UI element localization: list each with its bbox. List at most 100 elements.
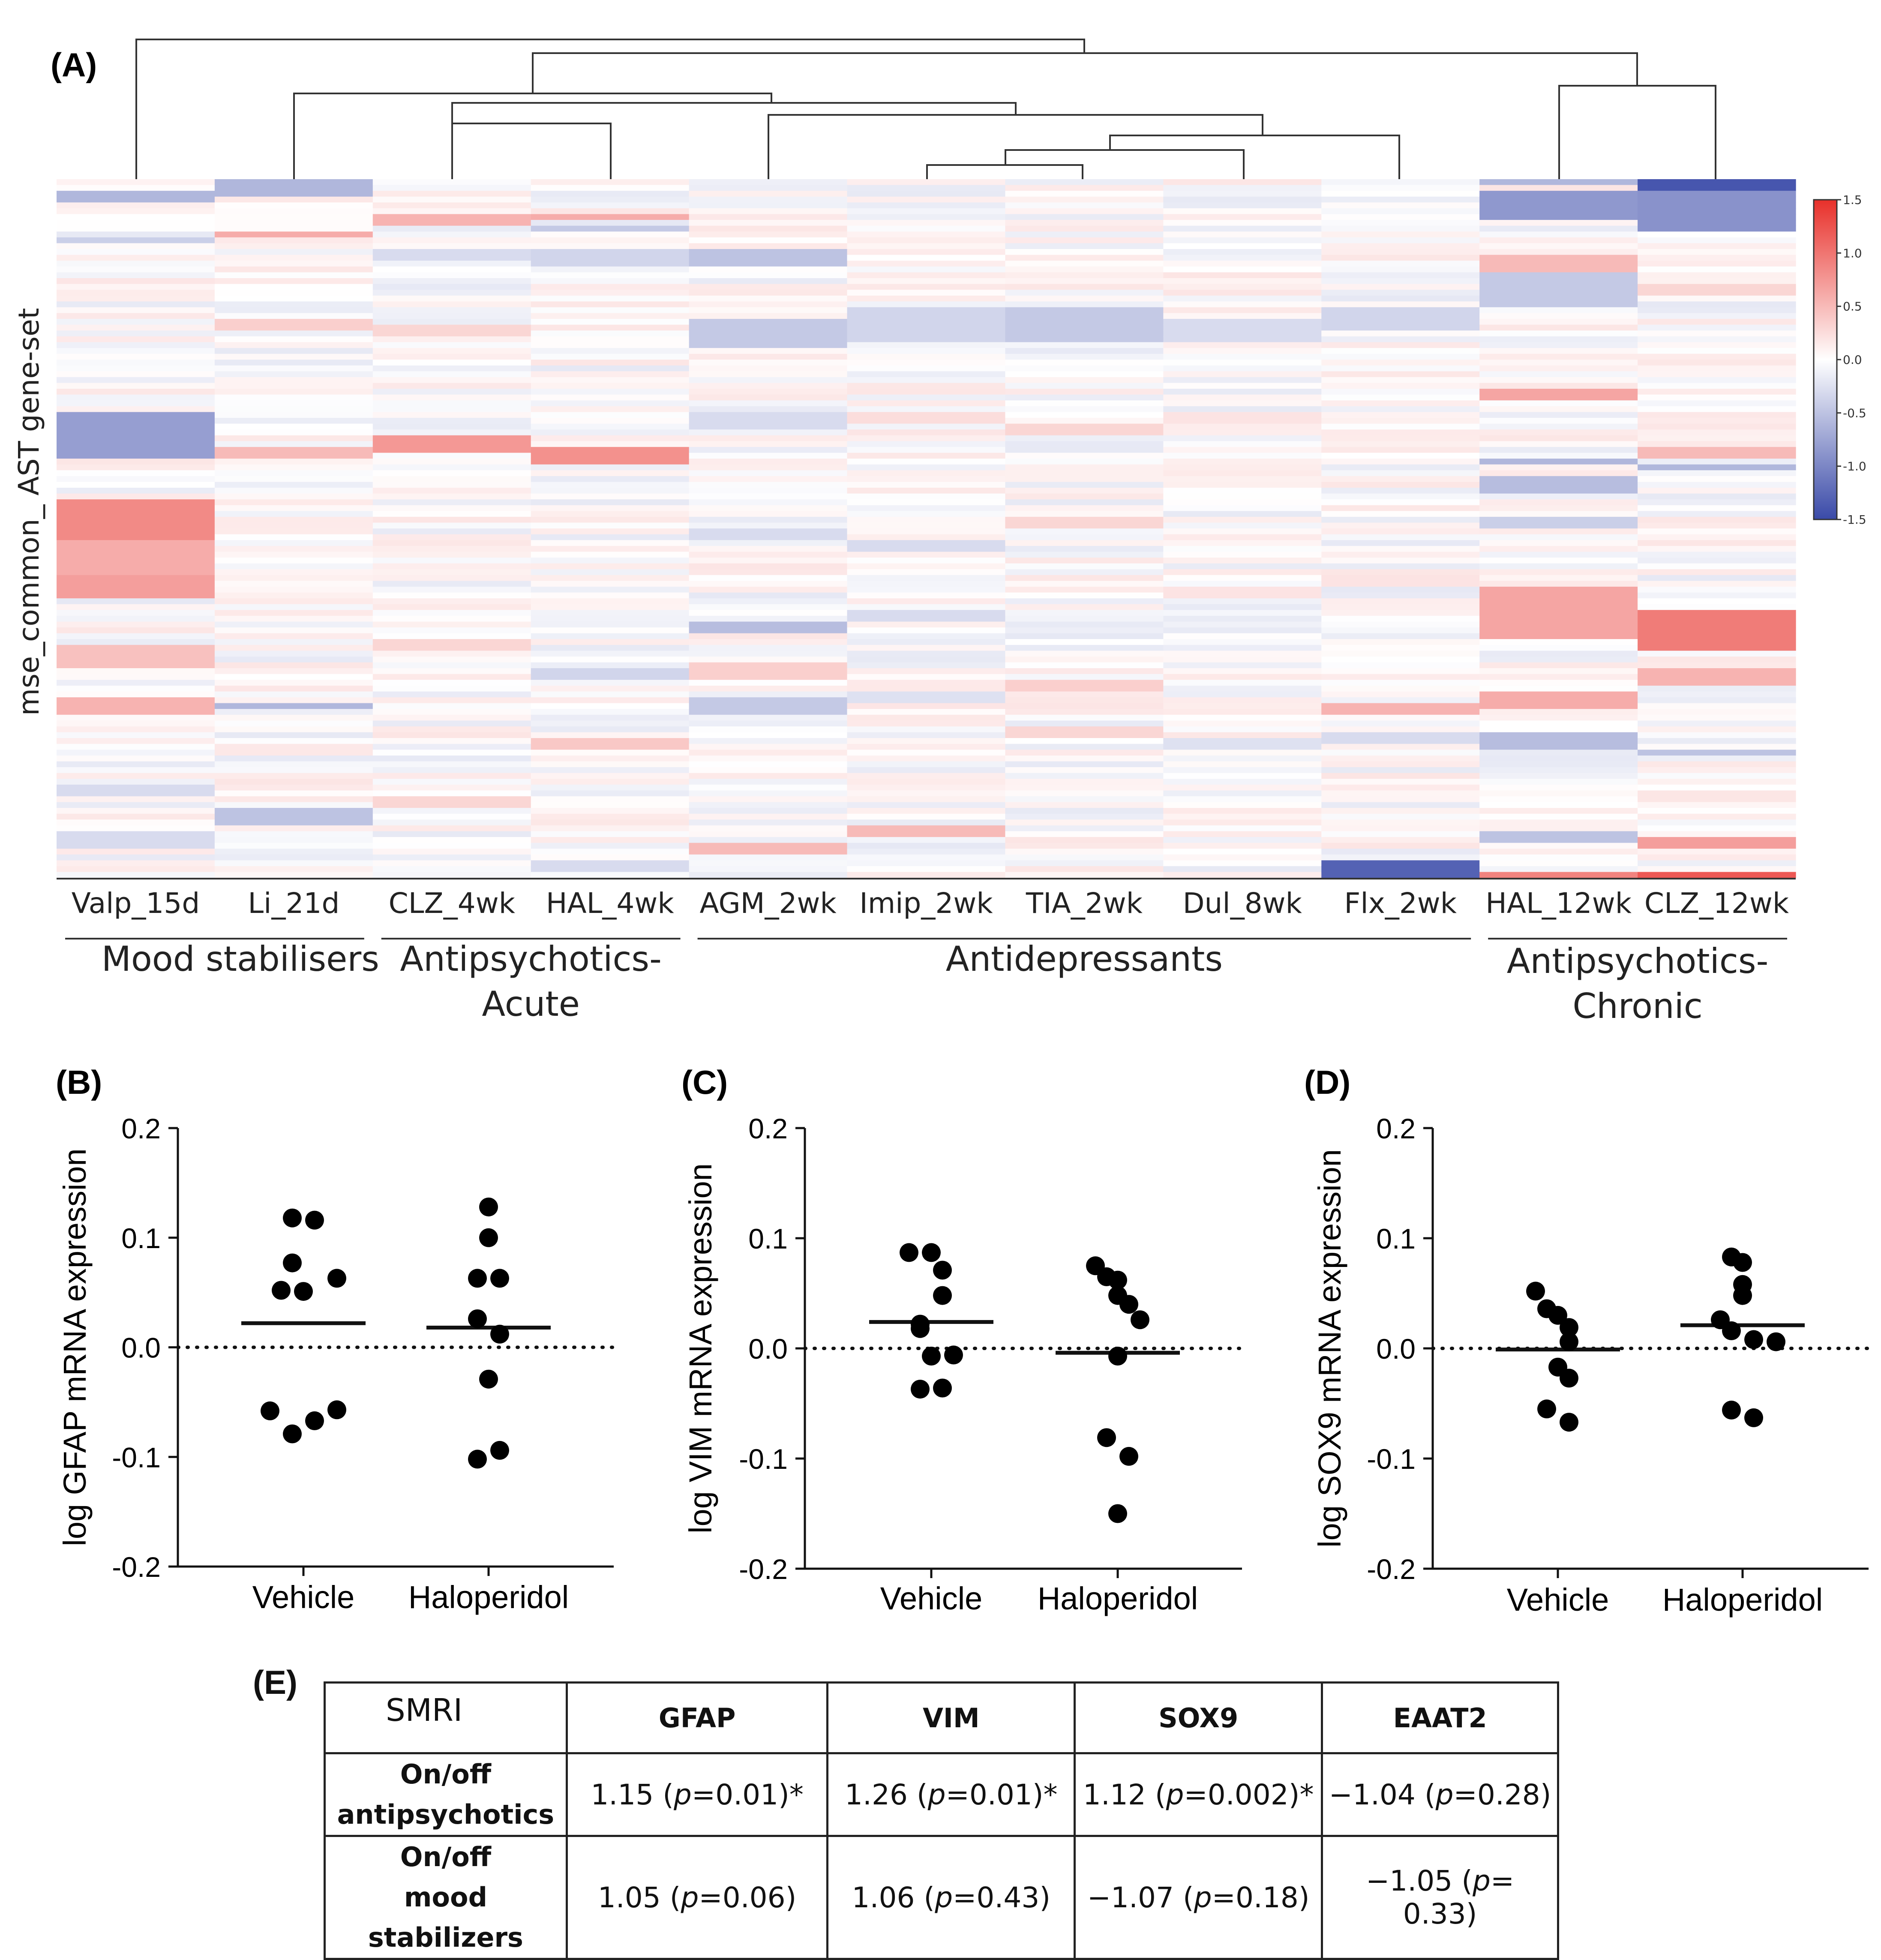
heatmap-cell xyxy=(531,784,690,791)
heatmap-cell xyxy=(372,790,531,797)
heatmap-cell xyxy=(372,185,531,191)
heatmap-cell xyxy=(1005,860,1164,867)
heatmap-cell xyxy=(1321,691,1480,698)
heatmap-cell xyxy=(1163,709,1322,715)
heatmap-cell xyxy=(1005,837,1164,843)
heatmap-cell xyxy=(57,674,215,680)
heatmap-cell xyxy=(1005,208,1164,215)
heatmap-cell xyxy=(1005,284,1164,290)
heatmap-cell xyxy=(1479,662,1638,669)
heatmap-cell xyxy=(214,319,373,325)
heatmap-cell xyxy=(372,627,531,634)
heatmap-cell xyxy=(1163,552,1322,558)
heatmap-cell xyxy=(1479,598,1638,605)
heatmap-cell xyxy=(1005,261,1164,267)
heatmap-cell xyxy=(1005,854,1164,861)
heatmap-cell xyxy=(1479,767,1638,774)
heatmap-cell xyxy=(1163,482,1322,488)
heatmap-cell xyxy=(1638,604,1796,610)
heatmap-cell xyxy=(1321,272,1480,279)
heatmap-cell xyxy=(1163,429,1322,436)
heatmap-cell xyxy=(1163,813,1322,820)
heatmap-cell xyxy=(1321,360,1480,366)
heatmap-cell xyxy=(1005,342,1164,348)
x-tick-label: Vehicle xyxy=(252,1579,355,1615)
heatmap-cell xyxy=(847,854,1006,861)
heatmap-cell xyxy=(214,668,373,675)
colorbar-tick-label: 1.5 xyxy=(1843,193,1862,207)
heatmap-cell xyxy=(531,685,690,692)
heatmap-cell xyxy=(372,371,531,378)
heatmap-cell xyxy=(57,697,215,704)
heatmap-cell xyxy=(1005,482,1164,488)
heatmap-cell xyxy=(531,255,690,261)
heatmap-cell xyxy=(1163,365,1322,372)
heatmap-cell xyxy=(214,528,373,535)
heatmap-cell xyxy=(57,417,215,424)
heatmap-cell xyxy=(531,546,690,552)
heatmap-cell xyxy=(531,237,690,244)
heatmap-cell xyxy=(847,412,1006,418)
heatmap-cell xyxy=(1321,516,1480,523)
heatmap-cell xyxy=(689,447,848,453)
heatmap-cell xyxy=(57,394,215,401)
heatmap-cell xyxy=(57,604,215,610)
heatmap-cell xyxy=(1321,592,1480,599)
heatmap-cell xyxy=(531,621,690,628)
heatmap-cell xyxy=(1005,179,1164,186)
heatmap-cell xyxy=(689,552,848,558)
heatmap-cell xyxy=(1005,429,1164,436)
data-point xyxy=(1733,1253,1752,1272)
heatmap-cell xyxy=(531,470,690,477)
heatmap-cell xyxy=(57,476,215,482)
heatmap-column-label: HAL_12wk xyxy=(1485,887,1632,920)
heatmap-cell xyxy=(1638,191,1796,197)
heatmap-cell xyxy=(214,225,373,232)
heatmap-cell xyxy=(1163,249,1322,255)
heatmap-cell xyxy=(1321,750,1480,756)
y-tick-label: -0.2 xyxy=(112,1551,161,1583)
heatmap-cell xyxy=(847,534,1006,540)
table-corner-smri: SMRI xyxy=(324,1681,568,1754)
heatmap-cell xyxy=(1321,185,1480,191)
heatmap-cell xyxy=(531,691,690,698)
heatmap-cell xyxy=(372,714,531,721)
heatmap-cell xyxy=(1321,330,1480,337)
heatmap-cell xyxy=(1638,546,1796,552)
heatmap-cell xyxy=(1321,371,1480,378)
heatmap-cell xyxy=(1005,470,1164,477)
heatmap-cell xyxy=(847,645,1006,651)
heatmap-cell xyxy=(214,243,373,249)
heatmap-cell xyxy=(1638,214,1796,220)
heatmap-cell xyxy=(689,330,848,337)
y-tick-label: 0.1 xyxy=(748,1223,788,1255)
heatmap-cell xyxy=(689,586,848,593)
heatmap-cell xyxy=(1005,726,1164,733)
heatmap-cell xyxy=(1005,516,1164,523)
heatmap-cell xyxy=(847,447,1006,453)
heatmap-cell xyxy=(57,813,215,820)
heatmap-cell xyxy=(1005,534,1164,540)
heatmap-cell xyxy=(1479,394,1638,401)
heatmap-cell xyxy=(1321,709,1480,715)
heatmap-cell xyxy=(531,412,690,418)
heatmap-cell xyxy=(372,191,531,197)
heatmap-cell xyxy=(372,389,531,395)
heatmap-cell xyxy=(1321,552,1480,558)
heatmap-cell xyxy=(372,732,531,738)
heatmap-column-label: TIA_2wk xyxy=(1026,887,1143,920)
heatmap-cell xyxy=(214,761,373,768)
heatmap-cell xyxy=(1479,301,1638,308)
heatmap-cell xyxy=(1321,493,1480,500)
heatmap-cell xyxy=(1005,819,1164,826)
heatmap-cell xyxy=(1005,360,1164,366)
heatmap-cell xyxy=(1163,459,1322,465)
heatmap-cell xyxy=(57,621,215,628)
heatmap-cell xyxy=(1163,697,1322,704)
heatmap-cell xyxy=(531,872,690,878)
heatmap-cell xyxy=(1638,720,1796,727)
heatmap-cell xyxy=(847,709,1006,715)
heatmap-cell xyxy=(1321,796,1480,803)
heatmap-cell xyxy=(372,406,531,412)
heatmap-cell xyxy=(1321,610,1480,616)
